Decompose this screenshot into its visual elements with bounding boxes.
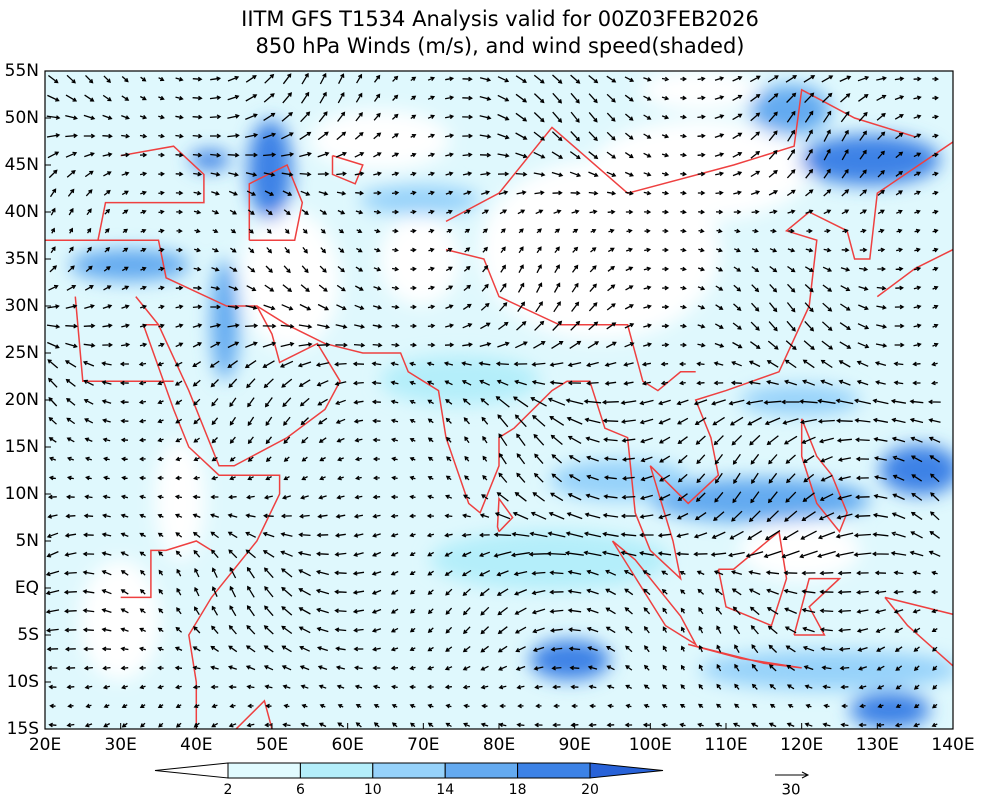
coastline [45,145,205,241]
x-tick-label: 70E [407,735,439,755]
colorbar-label: 10 [364,782,382,798]
x-tick-label: 80E [483,735,515,755]
colorbar-box [444,762,519,779]
coastline [248,163,304,241]
x-tick-label: 140E [931,735,974,755]
map-area [45,71,953,729]
y-tick-label: 25N [5,343,39,363]
x-tick-label: 100E [629,735,672,755]
x-tick-label: 40E [180,735,212,755]
colorbar-box [299,762,374,779]
y-tick-label: 5S [17,625,39,645]
subtitle: 850 hPa Winds (m/s), and wind speed(shad… [256,34,745,58]
reference-label: 30 [781,781,800,799]
colorbar-box [227,762,301,779]
x-tick-label: 130E [856,735,899,755]
coastline [74,296,174,382]
coastline [793,577,842,636]
colorbar-label: 6 [296,782,305,798]
x-tick-label: 110E [704,735,747,755]
y-tick-label: 20N [5,390,39,410]
colorbar-label: 18 [509,782,527,798]
y-tick-label: 50N [5,108,39,128]
colorbar-label: 2 [224,782,233,798]
colorbar-label: 14 [436,782,454,798]
coastline [611,540,698,647]
y-tick-label: 10N [5,484,39,504]
y-tick-label: 5N [15,531,39,551]
colorbar-high [589,762,664,779]
title: IITM GFS T1534 Analysis valid for 00Z03F… [241,7,759,31]
coastline [331,154,364,185]
coastline [496,496,514,533]
colorbar: 2 6 10 14 18 20 [154,762,664,798]
axis-ticks: 20E 30E 40E 50E 60E 70E 80E 90E 100E 110E 120E 130E… [5,61,975,755]
y-tick-label: 30N [5,296,39,316]
x-tick-label: 120E [780,735,823,755]
coastline [884,596,953,667]
colorbar-low [154,762,229,779]
wind-speed-shading [70,71,953,728]
x-tick-label: 60E [331,735,363,755]
y-tick-label: 15S [7,719,39,739]
y-tick-label: 55N [5,61,39,81]
y-tick-label: 40N [5,202,39,222]
coastline [445,88,916,223]
y-tick-label: 15N [5,437,39,457]
coastline [120,540,212,599]
coastline [717,530,788,627]
coastline [234,699,273,729]
y-tick-label: 10S [7,672,39,692]
y-tick-label: 45N [5,155,39,175]
coastline [445,248,696,392]
colorbar-box [372,762,446,779]
wind-arrows [45,72,941,728]
colorbar-box [517,762,591,779]
coastline [98,239,341,467]
x-tick-label: 50E [256,735,288,755]
reference-vector: 30 [775,771,810,799]
reference-arrowhead [801,771,810,779]
y-tick-label: 35N [5,249,39,269]
coastline [688,643,802,669]
x-tick-label: 30E [104,735,136,755]
coastline [800,418,848,534]
x-tick-label: 20E [29,735,61,755]
x-tick-label: 90E [558,735,590,755]
y-tick-label: EQ [15,578,39,598]
colorbar-label: 20 [581,782,599,798]
coastline [876,245,953,298]
